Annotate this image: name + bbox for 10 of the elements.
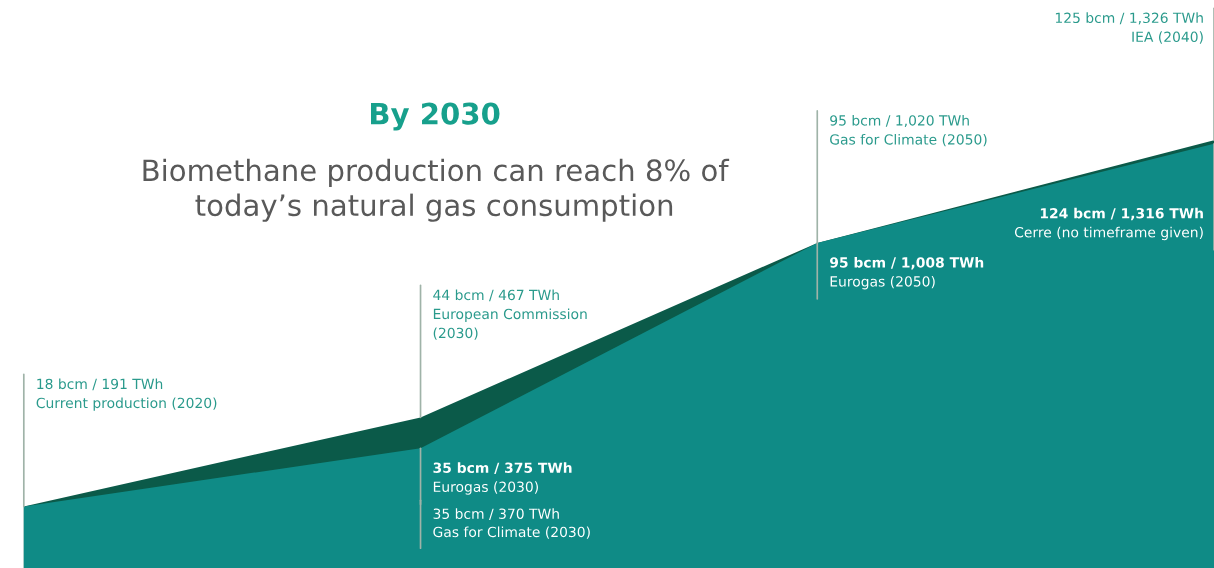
annotation: 35 bcm / 370 TWh Gas for Climate (2030)	[433, 508, 590, 539]
data-label: 95 bcm / 1,020 TWh Gas for Climate (2050)	[830, 114, 987, 147]
data-label: 18 bcm / 191 TWh Current production (2020)	[36, 378, 217, 411]
data-label: 95 bcm / 1,008 TWh Eurogas (2050)	[829, 256, 984, 290]
data-label: 35 bcm / 375 TWh Eurogas (2030)	[433, 462, 572, 495]
text: Biomethane production can reach 8% of today’s natural gas consumption	[143, 158, 730, 222]
data-label: 44 bcm / 467 TWh European Commission (2030)	[433, 289, 587, 340]
data-label: 124 bcm / 1,316 TWh Cerre (no timeframe given)	[1014, 207, 1203, 241]
data-label: 125 bcm / 1,326 TWh IEA (2040)	[1055, 12, 1203, 44]
text: By 2030	[371, 102, 500, 131]
